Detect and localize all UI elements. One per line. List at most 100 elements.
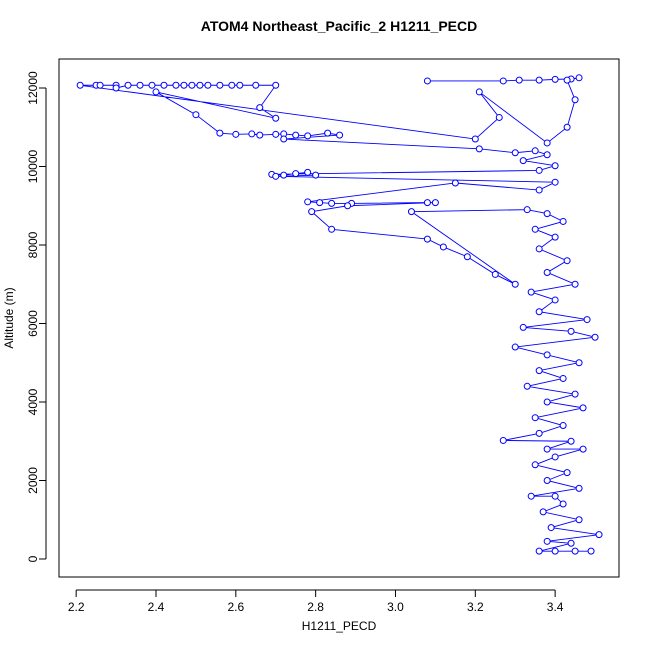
data-point: [575, 359, 583, 367]
data-point: [252, 81, 260, 89]
x-axis-label: H1211_PECD: [302, 619, 377, 633]
data-point: [571, 547, 579, 555]
data-point: [551, 492, 559, 500]
data-point: [439, 243, 447, 251]
data-point: [511, 280, 519, 288]
data-point: [491, 270, 499, 278]
data-point: [519, 157, 527, 165]
data-point: [531, 414, 539, 422]
data-point: [431, 199, 439, 207]
data-point: [595, 531, 603, 539]
data-point: [136, 81, 144, 89]
data-point: [535, 547, 543, 555]
data-point: [312, 171, 320, 179]
data-point: [535, 308, 543, 316]
data-point: [304, 168, 312, 176]
data-point: [567, 327, 575, 335]
data-point: [196, 81, 204, 89]
y-tick-label: 12000: [26, 71, 40, 105]
data-point: [543, 139, 551, 147]
data-point: [575, 74, 583, 82]
data-point: [515, 76, 523, 84]
data-point: [228, 81, 236, 89]
data-point: [272, 114, 280, 122]
data-point: [499, 77, 507, 85]
y-tick-label: 6000: [26, 310, 40, 337]
chart-title: ATOM4 Northeast_Pacific_2 H1211_PECD: [201, 18, 478, 34]
data-point: [571, 280, 579, 288]
data-point: [423, 235, 431, 243]
data-point: [551, 547, 559, 555]
data-point: [543, 398, 551, 406]
data-point: [336, 131, 344, 139]
data-point: [535, 166, 543, 174]
data-point: [567, 539, 575, 547]
data-point: [551, 162, 559, 170]
data-point: [192, 111, 200, 119]
data-point: [551, 296, 559, 304]
data-point: [124, 81, 132, 89]
data-point: [256, 131, 264, 139]
data-point: [180, 81, 188, 89]
data-point: [527, 492, 535, 500]
data-point: [204, 81, 212, 89]
x-tick-label: 3.0: [387, 600, 404, 614]
data-point: [188, 81, 196, 89]
data-point: [563, 123, 571, 131]
data-point: [304, 132, 312, 140]
data-point: [216, 81, 224, 89]
data-point: [579, 404, 587, 412]
data-point: [152, 88, 160, 96]
data-point: [519, 323, 527, 331]
data-point: [527, 288, 535, 296]
data-point: [344, 202, 352, 210]
x-tick-label: 2.6: [227, 600, 244, 614]
data-point: [551, 233, 559, 241]
data-point: [96, 81, 104, 89]
y-tick-label: 0: [26, 555, 40, 562]
data-point: [248, 130, 256, 138]
x-tick-label: 2.2: [68, 600, 85, 614]
data-point: [531, 461, 539, 469]
data-point: [292, 131, 300, 139]
data-point: [292, 170, 300, 178]
data-point: [272, 172, 280, 180]
data-point: [563, 76, 571, 84]
data-point: [559, 422, 567, 430]
data-point: [304, 198, 312, 206]
data-point: [543, 445, 551, 453]
y-tick-label: 2000: [26, 467, 40, 494]
data-point: [280, 171, 288, 179]
data-point: [559, 217, 567, 225]
data-point: [475, 88, 483, 96]
data-point: [531, 225, 539, 233]
data-point: [571, 390, 579, 398]
data-point: [583, 316, 591, 324]
data-point: [236, 81, 244, 89]
data-point: [535, 76, 543, 84]
data-point: [535, 367, 543, 375]
data-point: [328, 225, 336, 233]
data-point: [463, 253, 471, 261]
x-tick-label: 2.4: [148, 600, 165, 614]
data-point: [495, 113, 503, 121]
data-point: [232, 130, 240, 138]
data-point: [308, 208, 316, 216]
data-line: [80, 77, 600, 552]
data-point: [172, 81, 180, 89]
data-point: [567, 437, 575, 445]
data-point: [563, 257, 571, 265]
data-point: [551, 453, 559, 461]
data-point: [571, 96, 579, 104]
y-tick-label: 4000: [26, 388, 40, 415]
data-point: [535, 186, 543, 194]
x-tick-label: 3.2: [467, 600, 484, 614]
data-point: [543, 210, 551, 218]
y-axis-label: Altitude (m): [2, 287, 16, 348]
data-point: [423, 199, 431, 207]
data-point: [551, 178, 559, 186]
data-point: [543, 151, 551, 159]
data-point: [112, 84, 120, 92]
data-point: [523, 382, 531, 390]
